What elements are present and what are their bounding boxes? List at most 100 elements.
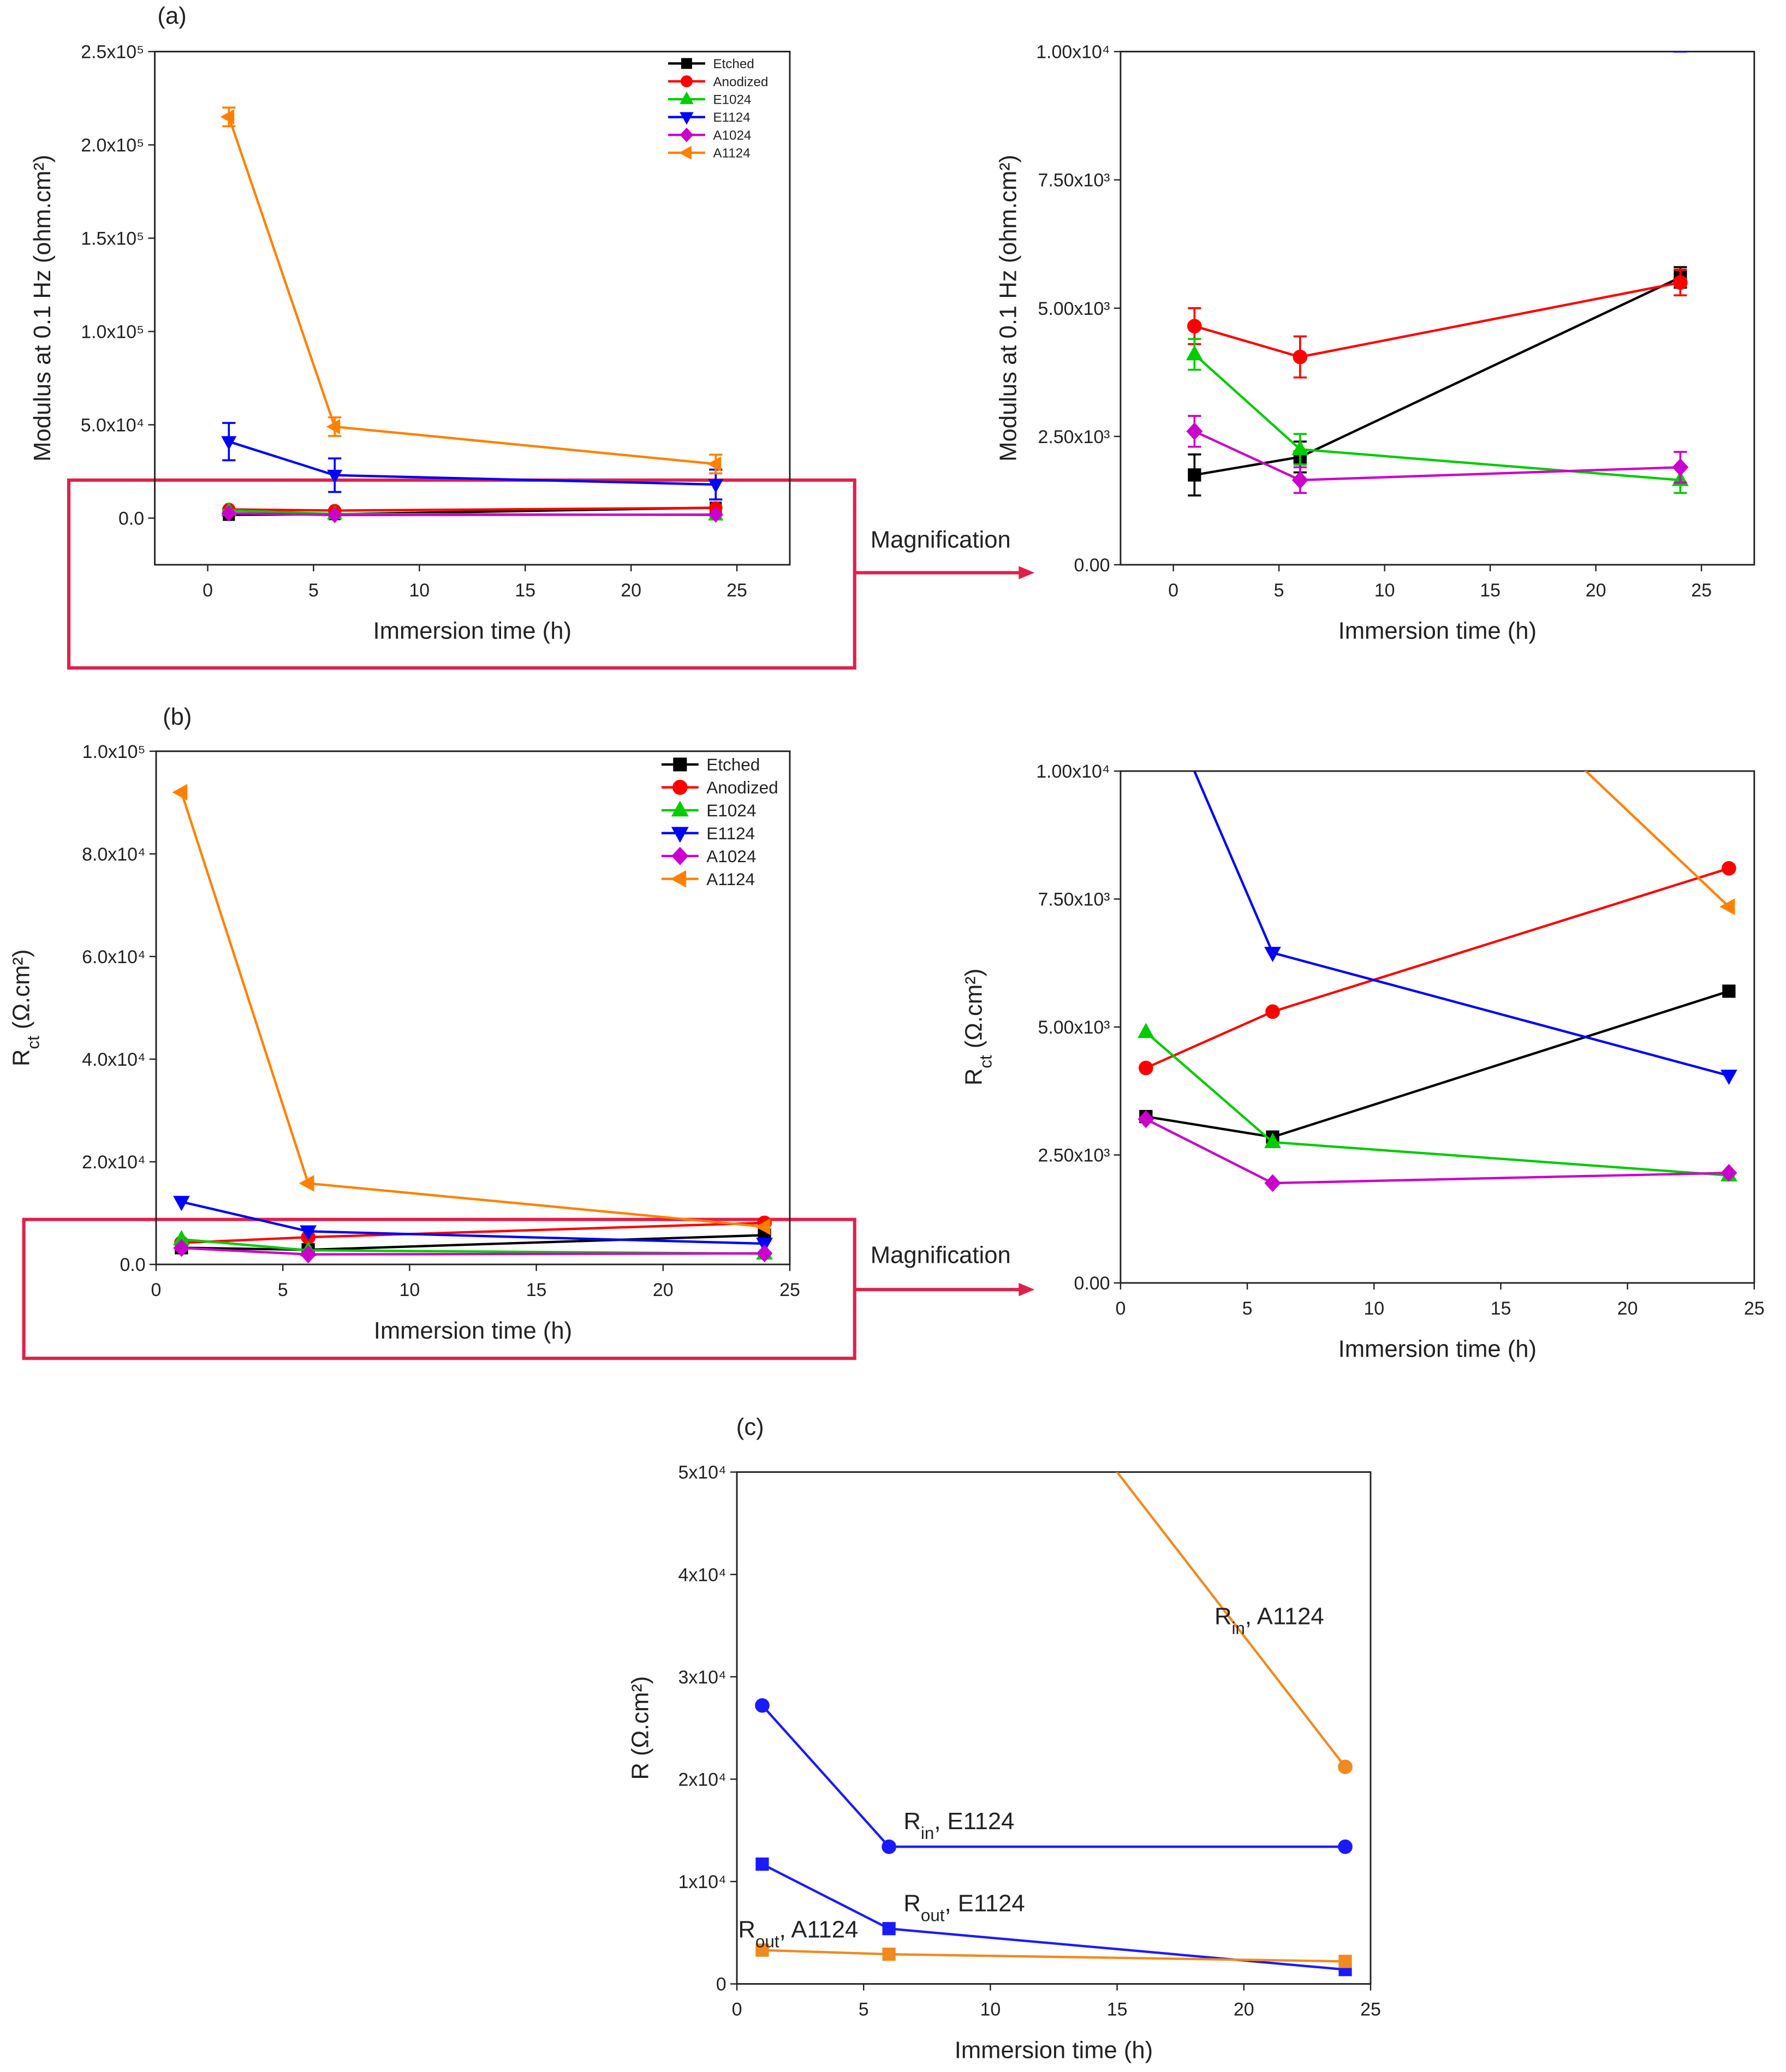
x-tick-label: 0 [1115, 1298, 1126, 1319]
series-line [762, 1949, 1346, 1963]
y-tick-label: 4.0x10⁴ [82, 1049, 145, 1070]
series-label-part: R [903, 1890, 921, 1916]
legend-marker [670, 870, 687, 888]
series-line [1145, 990, 1730, 1138]
marker [300, 1225, 317, 1241]
x-axis-title: Immersion time (h) [955, 2037, 1153, 2063]
legend-label: A1024 [713, 128, 751, 143]
series-line [1194, 276, 1681, 476]
x-tick-label: 5 [308, 580, 319, 601]
series-label-part: R [903, 1808, 921, 1835]
marker [1720, 1070, 1737, 1085]
x-tick-label: 25 [1691, 580, 1712, 601]
legend-marker [681, 58, 692, 69]
legend-label: A1124 [706, 869, 755, 889]
series-line [1145, 1118, 1729, 1185]
legend-marker [673, 757, 687, 772]
y-tick-label: 5.0x10⁴ [81, 415, 144, 436]
y-axis-title: Modulus at 0.1 Hz (ohm.cm²) [995, 155, 1021, 462]
y-axis-title-part: R [961, 1068, 987, 1086]
annotation: Magnification [871, 1243, 1011, 1269]
marker [326, 419, 341, 434]
marker [299, 1175, 314, 1192]
marker [708, 479, 724, 493]
y-tick-label: 0.0 [118, 509, 144, 529]
marker [755, 1857, 769, 1871]
series-label: Rin, A1124 [1215, 1603, 1324, 1638]
marker [1138, 1110, 1154, 1128]
marker [882, 1839, 896, 1854]
marker [327, 506, 342, 523]
y-tick-label: 8.0x10⁴ [82, 844, 145, 865]
y-tick-label: 7.50x10³ [1038, 889, 1110, 910]
marker [172, 784, 188, 801]
series-label-part: out [755, 1932, 779, 1951]
y-tick-label: 0.00 [1074, 1273, 1110, 1294]
series-label-part: , E1124 [945, 1890, 1025, 1916]
x-tick-label: 15 [526, 1280, 547, 1300]
series-line [1145, 1031, 1729, 1177]
legend-label: A1124 [713, 146, 750, 161]
plot-area [172, 784, 773, 1264]
marker [221, 505, 236, 522]
series-label: Rout, A1124 [738, 1917, 858, 1951]
legend-marker [680, 75, 693, 87]
series-line [1145, 867, 1730, 1070]
marker [1264, 947, 1281, 963]
legend-label: A1024 [706, 846, 756, 866]
y-axis-title-part: R [8, 1049, 34, 1067]
legend-marker [678, 146, 692, 160]
y-tick-label: 2.0x10⁴ [82, 1152, 145, 1173]
x-tick-label: 0 [732, 1999, 742, 2020]
y-tick-label: 3x10⁴ [678, 1667, 726, 1688]
y-axis-title-part: (Ω.cm²) [8, 950, 34, 1036]
error-bar [1674, 51, 1687, 53]
series-label-part: , A1124 [1245, 1603, 1324, 1629]
legend-marker [680, 127, 694, 142]
series-label-part: in [921, 1823, 934, 1842]
x-tick-label: 25 [1744, 1298, 1765, 1319]
marker [1338, 1759, 1353, 1775]
annotation: Magnification [871, 527, 1011, 553]
x-tick-label: 10 [409, 580, 430, 601]
series-line [229, 506, 716, 512]
plot-frame [1120, 770, 1755, 1284]
legend-marker [671, 827, 689, 843]
x-axis-title: Immersion time (h) [1338, 1336, 1537, 1363]
marker [755, 1943, 769, 1957]
arrow-head [1019, 1283, 1035, 1297]
y-tick-label: 1.0x10⁵ [81, 322, 144, 343]
marker [1186, 345, 1203, 361]
y-tick-label: 1.0x10⁵ [82, 742, 146, 762]
x-tick-label: 5 [278, 1280, 288, 1300]
plot-area [755, 1472, 1353, 1977]
marker [173, 1196, 190, 1211]
series-line [1194, 430, 1681, 481]
series-label-part: R [738, 1917, 755, 1943]
marker [707, 456, 722, 472]
x-tick-label: 15 [1480, 580, 1501, 601]
series-label: Rin, E1124 [903, 1808, 1014, 1843]
x-tick-label: 20 [621, 580, 641, 601]
marker [220, 109, 235, 125]
marker [1186, 422, 1203, 440]
legend-label: Anodized [713, 75, 768, 89]
y-axis-title: Rct (Ω.cm²) [8, 950, 43, 1066]
series-line [1193, 353, 1681, 481]
y-axis-title-part: ct [23, 1036, 43, 1049]
plot-frame [154, 51, 791, 566]
x-tick-label: 10 [1374, 580, 1395, 601]
legend-label: E1024 [713, 93, 751, 108]
marker [755, 1218, 771, 1235]
legend-marker [680, 91, 694, 104]
panel-label: (b) [163, 704, 192, 730]
x-tick-label: 10 [1364, 1298, 1384, 1319]
y-axis-title-part: (Ω.cm²) [961, 969, 987, 1055]
x-axis-title: Immersion time (h) [373, 618, 571, 644]
y-tick-label: 7.50x10³ [1038, 170, 1110, 191]
plot-frame [155, 750, 791, 1265]
marker [1719, 898, 1735, 915]
marker [1264, 1133, 1281, 1148]
